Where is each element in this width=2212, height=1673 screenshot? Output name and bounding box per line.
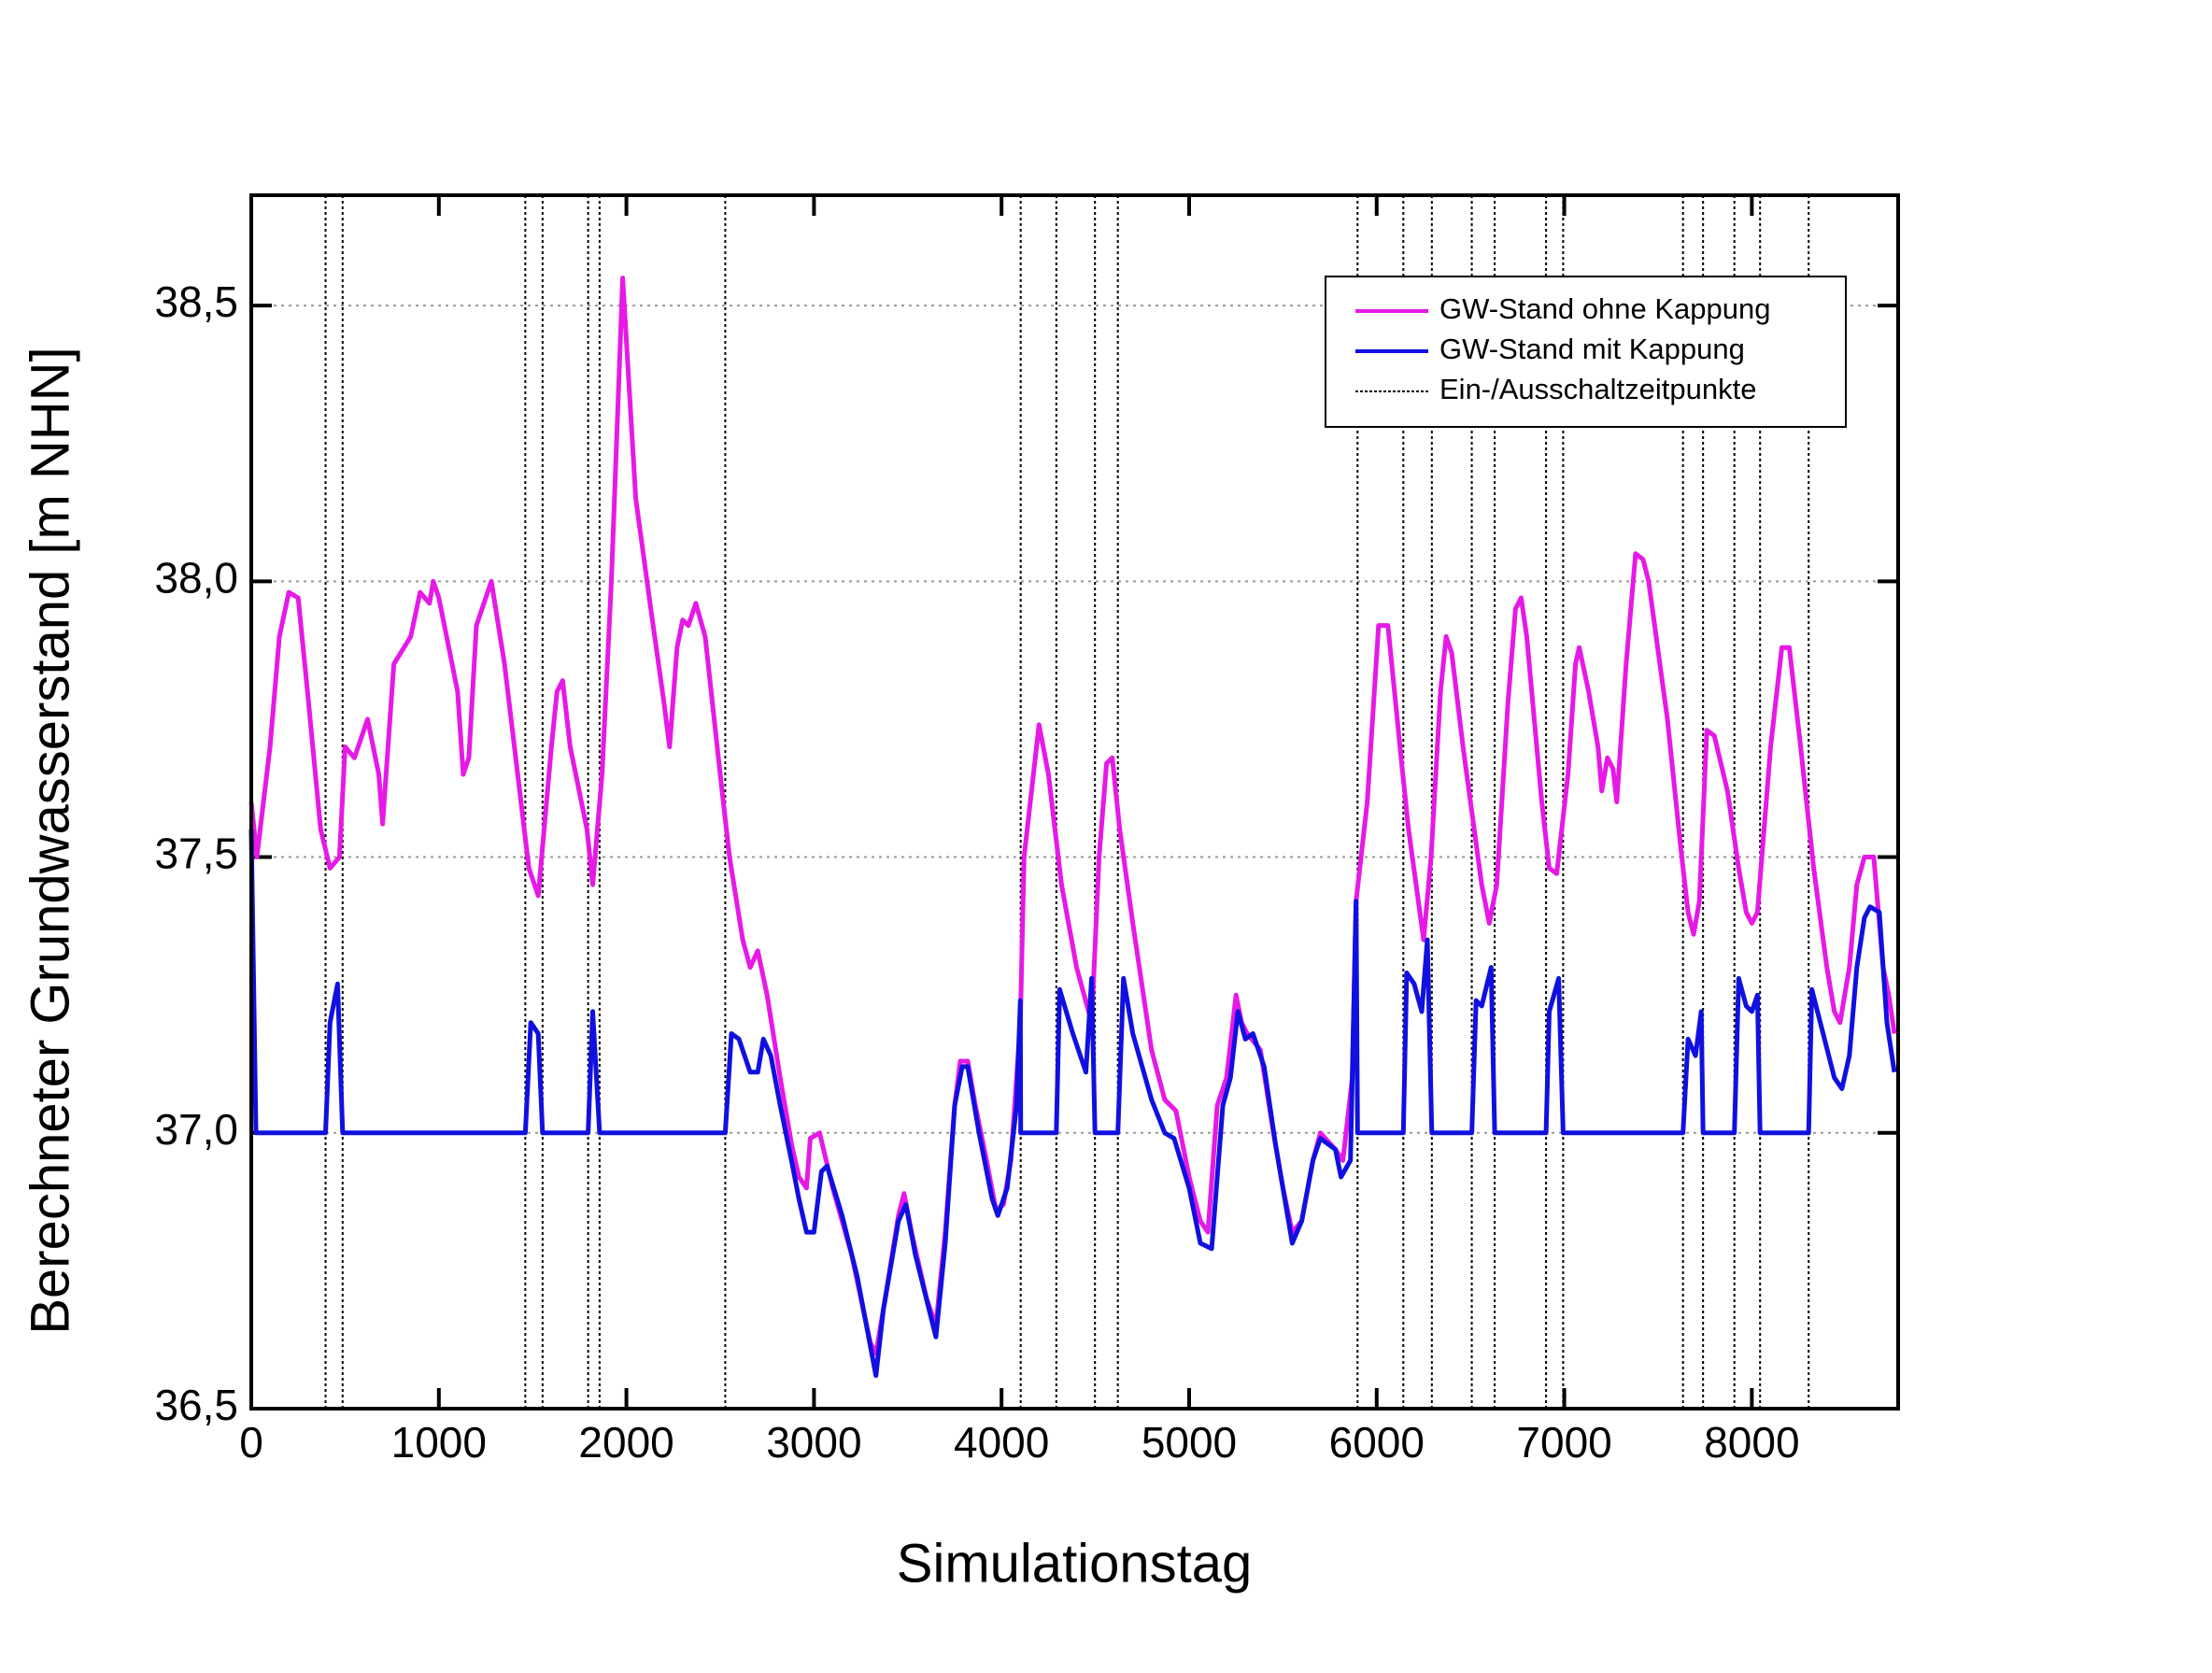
series-line bbox=[248, 829, 1897, 1379]
x-tick-label: 1000 bbox=[391, 1418, 487, 1467]
x-tick-label: 4000 bbox=[954, 1418, 1049, 1467]
x-tick-label: 6000 bbox=[1329, 1418, 1425, 1467]
y-tick-label: 38,5 bbox=[154, 277, 238, 326]
x-tick-label: 3000 bbox=[766, 1418, 861, 1467]
y-tick-label: 37,0 bbox=[154, 1105, 238, 1154]
plot-frame bbox=[249, 193, 1900, 1411]
x-tick-label: 2000 bbox=[578, 1418, 674, 1467]
legend-label: Ein-/Ausschaltzeitpunkte bbox=[1439, 373, 1756, 405]
x-tick-label: 8000 bbox=[1704, 1418, 1799, 1467]
series-line bbox=[248, 276, 1897, 1356]
x-tick-label: 5000 bbox=[1141, 1418, 1237, 1467]
y-axis-label: Berechneter Grundwasserstand [m NHN] bbox=[20, 347, 80, 1334]
legend-label: GW-Stand ohne Kappung bbox=[1439, 292, 1770, 325]
y-tick-label: 37,5 bbox=[154, 829, 238, 878]
x-axis-label: Simulationstag bbox=[897, 1533, 1252, 1594]
legend-label: GW-Stand mit Kappung bbox=[1439, 333, 1745, 365]
x-tick-label: 0 bbox=[239, 1418, 263, 1467]
y-tick-label: 36,5 bbox=[154, 1381, 238, 1429]
y-tick-label: 38,0 bbox=[154, 553, 238, 602]
x-tick-label: 7000 bbox=[1516, 1418, 1611, 1467]
